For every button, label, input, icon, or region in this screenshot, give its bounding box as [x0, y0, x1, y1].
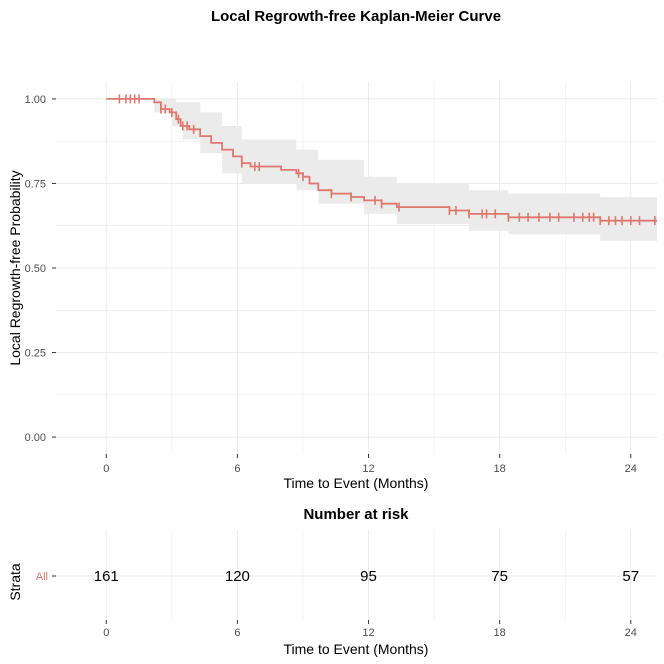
- risk-value: 161: [94, 568, 119, 585]
- x-tick-label: 18: [494, 463, 506, 475]
- km-grid: [56, 82, 657, 454]
- ci-band-area: [106, 98, 658, 245]
- risk-value: 120: [225, 568, 250, 585]
- risk-x-tick-label: 24: [625, 627, 637, 639]
- strata-label-all: All: [36, 571, 48, 583]
- y-tick-label: 0.50: [25, 263, 46, 275]
- risk-x-axis-label: Time to Event (Months): [284, 641, 429, 657]
- risk-values: 161 120 95 75 57: [94, 568, 639, 585]
- risk-value: 75: [491, 568, 508, 585]
- x-tick-label: 12: [362, 463, 374, 475]
- x-axis-label: Time to Event (Months): [284, 475, 429, 491]
- y-tick-label: 1.00: [25, 94, 46, 106]
- risk-table-title: Number at risk: [303, 506, 409, 523]
- censor-marks: [118, 94, 656, 226]
- x-tick-label: 6: [234, 463, 240, 475]
- risk-value: 95: [360, 568, 377, 585]
- confidence-band: [106, 98, 658, 245]
- y-tick-label: 0.75: [25, 178, 46, 190]
- y-tick-label: 0.00: [25, 432, 46, 444]
- risk-x-tick-label: 12: [362, 627, 374, 639]
- km-tick-labels: 0 6 12 18 24 0.00 0.25 0.50 0.75 1.00: [25, 94, 637, 475]
- y-axis-label: Local Regrowth-free Probability: [7, 170, 23, 365]
- risk-y-axis-label: Strata: [7, 563, 23, 601]
- risk-value: 57: [622, 568, 639, 585]
- y-tick-label: 0.25: [25, 348, 46, 360]
- chart-title: Local Regrowth-free Kaplan-Meier Curve: [211, 8, 501, 25]
- risk-x-tick-label: 6: [234, 627, 240, 639]
- risk-x-tick-label: 0: [103, 627, 109, 639]
- x-tick-label: 0: [103, 463, 109, 475]
- x-tick-label: 24: [625, 463, 637, 475]
- risk-x-tick-label: 18: [494, 627, 506, 639]
- risk-tick-labels: 0 6 12 18 24: [103, 620, 637, 639]
- risk-grid: [52, 530, 657, 620]
